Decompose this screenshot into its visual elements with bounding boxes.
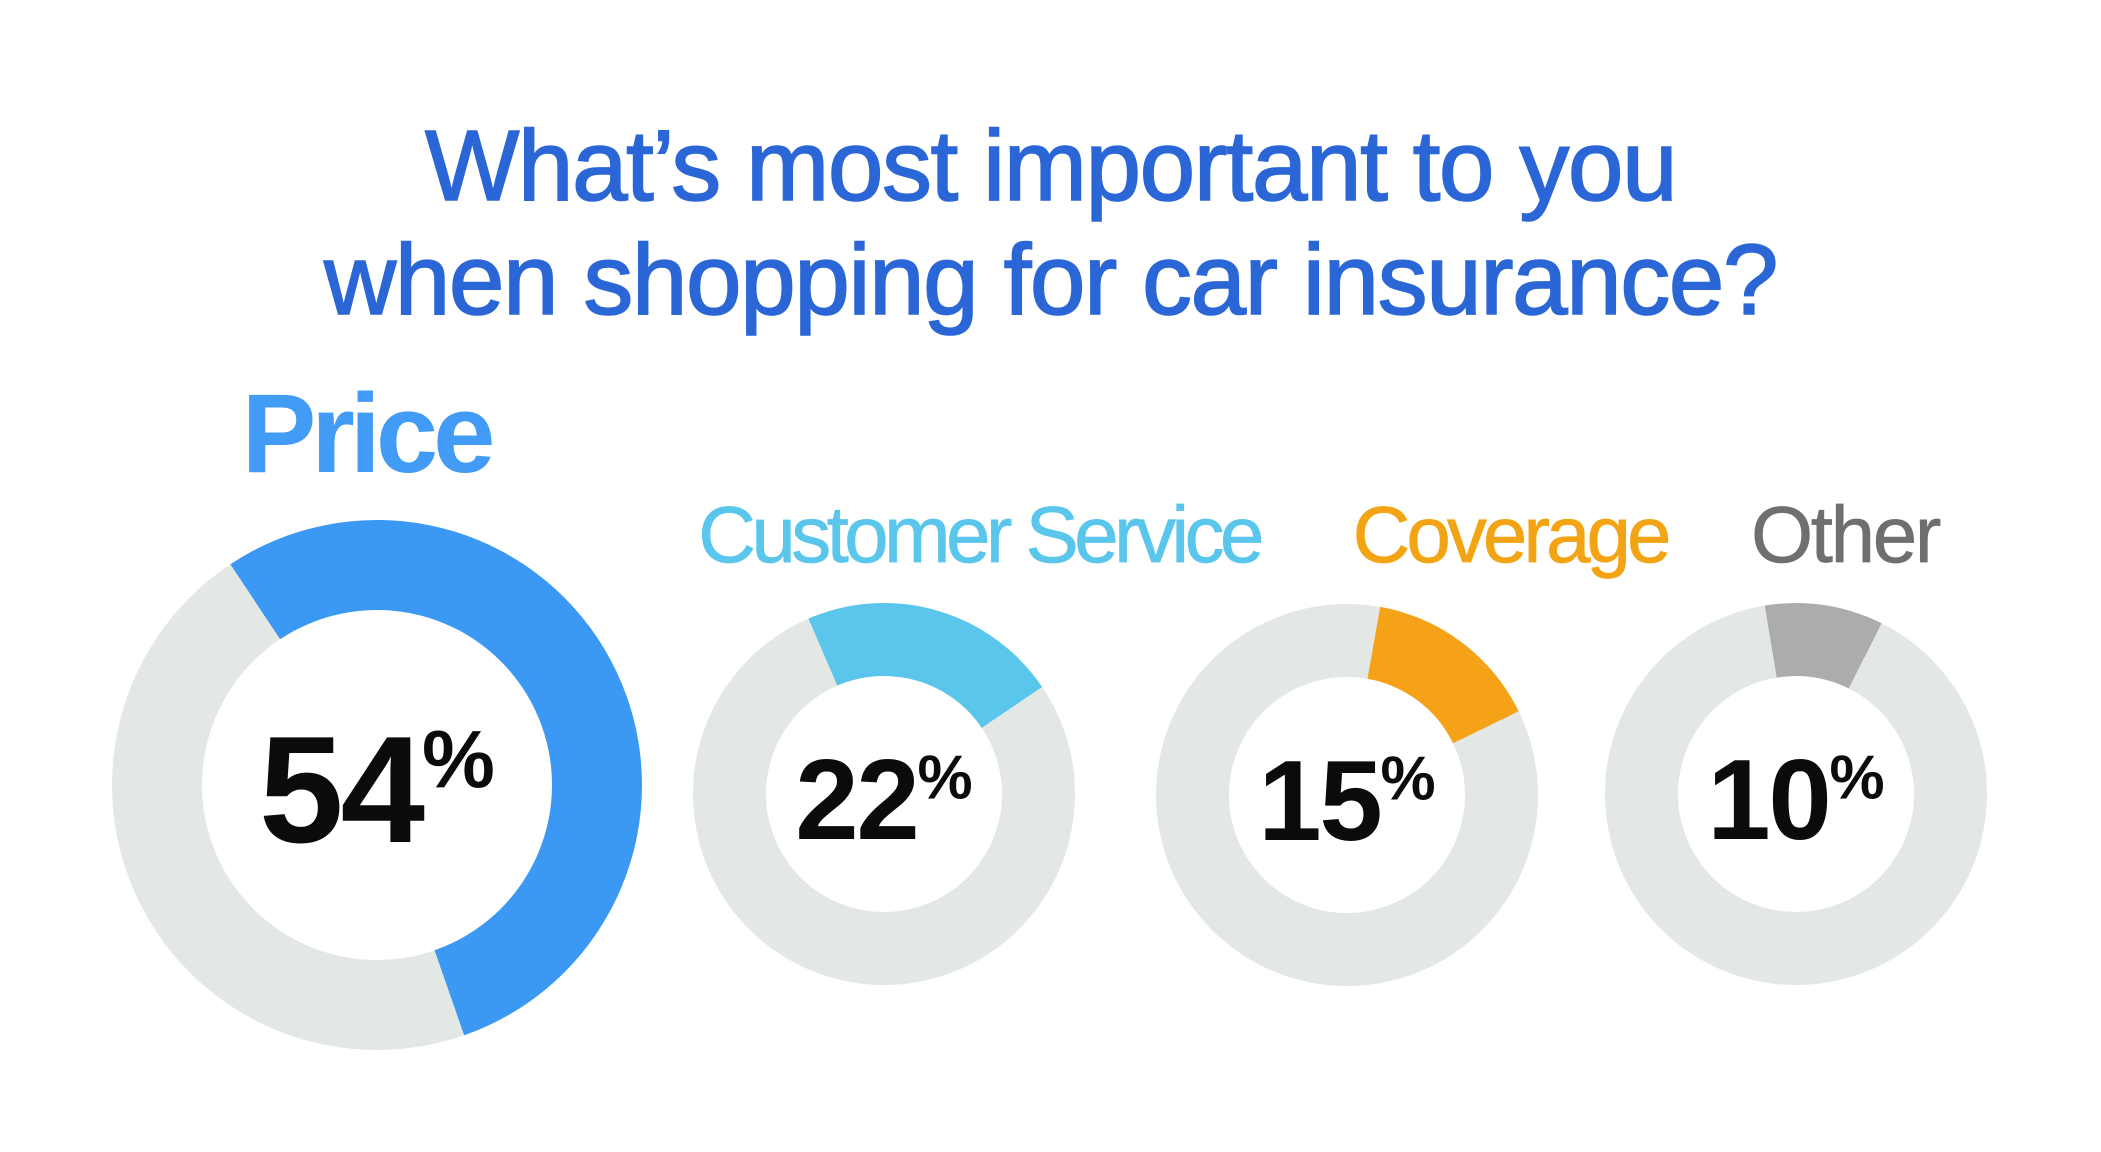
donut-value-number: 15: [1258, 737, 1383, 865]
percent-sign: %: [1829, 743, 1885, 813]
donut-hole: [202, 610, 552, 960]
percent-sign: %: [917, 743, 973, 813]
chart-title: What’s most important to you when shoppi…: [0, 109, 2101, 337]
legend-label-price: Price: [241, 371, 496, 496]
percent-sign: %: [1380, 744, 1436, 814]
chart-title-line1: What’s most important to you: [424, 109, 1678, 223]
donut-value-customer-service: 22%: [693, 603, 1075, 985]
percent-sign: %: [422, 714, 495, 806]
legend-label-customer-service: Customer Service: [698, 490, 1265, 579]
donut-value-price: 54%: [112, 520, 642, 1050]
donut-value-number: 22: [795, 736, 920, 864]
donut-value-coverage: 15%: [1156, 604, 1538, 986]
donut-hole: [1678, 676, 1914, 912]
legend-label-other: Other: [1750, 490, 1942, 579]
donut-chart-price: 54%: [112, 520, 642, 1050]
donut-chart-coverage: 15%: [1156, 604, 1538, 986]
donut-value-number: 10: [1707, 736, 1832, 864]
donut-chart-customer-service: 22%: [693, 603, 1075, 985]
donut-hole: [766, 676, 1002, 912]
donut-chart-other: 10%: [1605, 603, 1987, 985]
legend-label-coverage: Coverage: [1352, 490, 1672, 579]
chart-title-line2: when shopping for car insurance?: [323, 223, 1779, 337]
donut-value-number: 54: [259, 705, 425, 875]
donut-value-other: 10%: [1605, 603, 1987, 985]
donut-hole: [1229, 677, 1465, 913]
